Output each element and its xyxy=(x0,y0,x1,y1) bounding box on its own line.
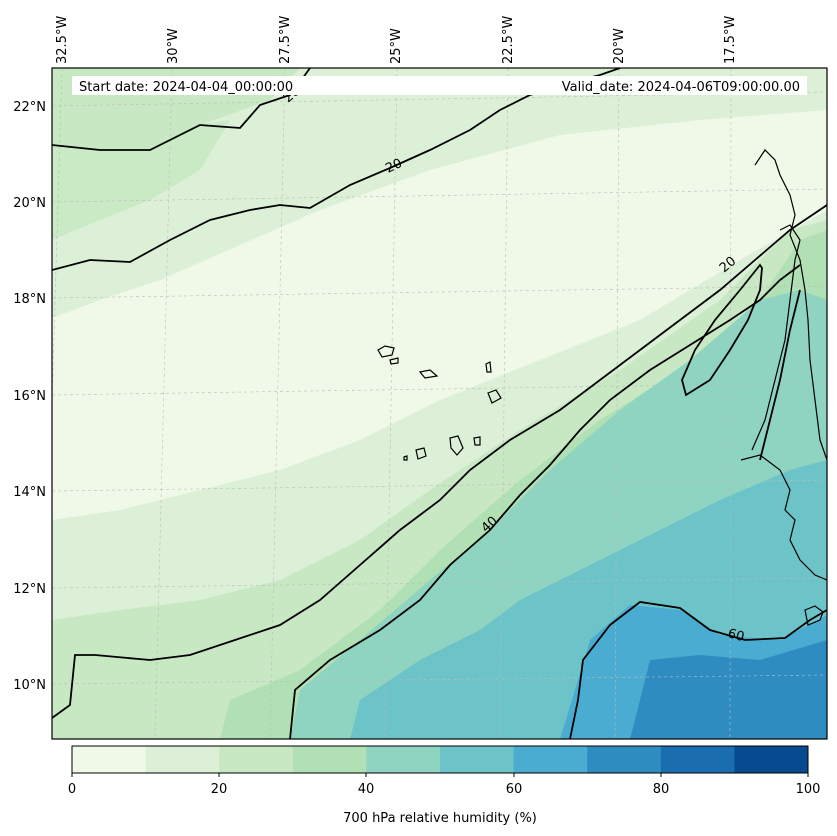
africa-inner xyxy=(751,224,801,451)
colorbar-cell xyxy=(587,746,662,773)
band-10-20-north xyxy=(52,68,827,318)
island-santo-antao xyxy=(377,345,395,358)
contour-40 xyxy=(289,264,801,739)
cb-tick-label: 0 xyxy=(68,782,76,797)
colorbar-cell xyxy=(145,746,220,773)
colorbar-cell xyxy=(72,746,147,773)
latitude-axis: 22°N 20°N 18°N 16°N 14°N 12°N 10°N xyxy=(13,100,46,693)
lon-label: 32.5°W xyxy=(55,16,70,64)
lat-label: 10°N xyxy=(13,678,46,693)
contour-20-loop xyxy=(681,263,763,397)
lon-label: 27.5°W xyxy=(278,16,293,64)
band-70-80 xyxy=(630,640,827,739)
island-brava xyxy=(403,455,408,461)
africa-coast xyxy=(754,149,827,461)
colorbar-cell xyxy=(513,746,588,773)
lon-label: 30°W xyxy=(166,28,181,64)
colorbar-cell xyxy=(660,746,735,773)
colorbar-cells xyxy=(72,746,809,773)
contour-40-lower xyxy=(759,289,801,461)
humidity-fill xyxy=(52,68,827,739)
cb-tick-label: 20 xyxy=(211,782,228,797)
cb-tick-label: 40 xyxy=(358,782,375,797)
lat-label: 16°N xyxy=(13,389,46,404)
bissagos-islands xyxy=(804,605,824,626)
contour-20-south xyxy=(52,204,827,719)
longitude-axis: 32.5°W 30°W 27.5°W 25°W 22.5°W 20°W 17.5… xyxy=(55,16,738,64)
colorbar-label: 700 hPa relative humidity (%) xyxy=(343,811,537,826)
africa-coast-south xyxy=(740,454,827,581)
colorbar-cell xyxy=(366,746,441,773)
island-santiago xyxy=(449,435,464,456)
island-fogo xyxy=(415,447,427,460)
cb-tick-label: 100 xyxy=(796,782,821,797)
contour-label: 60 xyxy=(726,626,746,645)
contour-60 xyxy=(569,601,827,739)
colorbar-cell xyxy=(219,746,294,773)
header-box xyxy=(72,76,807,95)
lon-label: 20°W xyxy=(612,28,627,64)
island-sal xyxy=(485,361,492,373)
island-sao-nicolau xyxy=(418,369,439,379)
contour-label: 20 xyxy=(383,156,404,177)
island-boa-vista xyxy=(487,389,502,404)
lon-label: 25°W xyxy=(389,28,404,64)
lat-label: 20°N xyxy=(13,196,46,211)
lon-label: 17.5°W xyxy=(723,16,738,64)
lon-label: 22.5°W xyxy=(501,16,516,64)
cb-tick-label: 80 xyxy=(653,782,670,797)
colorbar-frame xyxy=(71,745,809,774)
lat-label: 12°N xyxy=(13,582,46,597)
colorbar: 0 20 40 60 80 100 700 hPa relative humid… xyxy=(68,745,821,826)
colorbar-cell xyxy=(734,746,809,773)
cb-tick-label: 60 xyxy=(506,782,523,797)
start-date-label: Start date: 2024-04-04_00:00:00 xyxy=(79,80,293,95)
colorbar-cell xyxy=(440,746,515,773)
valid-date-label: Valid_date: 2024-04-06T09:00:00.00 xyxy=(562,80,800,95)
island-maio xyxy=(473,436,481,446)
map-frame xyxy=(51,67,828,740)
island-sao-vicente xyxy=(389,357,399,365)
coastlines xyxy=(377,149,827,626)
colorbar-cell xyxy=(292,746,367,773)
lat-label: 18°N xyxy=(13,292,46,307)
lat-label: 22°N xyxy=(13,100,46,115)
lat-label: 14°N xyxy=(13,485,46,500)
colorbar-ticks: 0 20 40 60 80 100 xyxy=(68,773,821,797)
